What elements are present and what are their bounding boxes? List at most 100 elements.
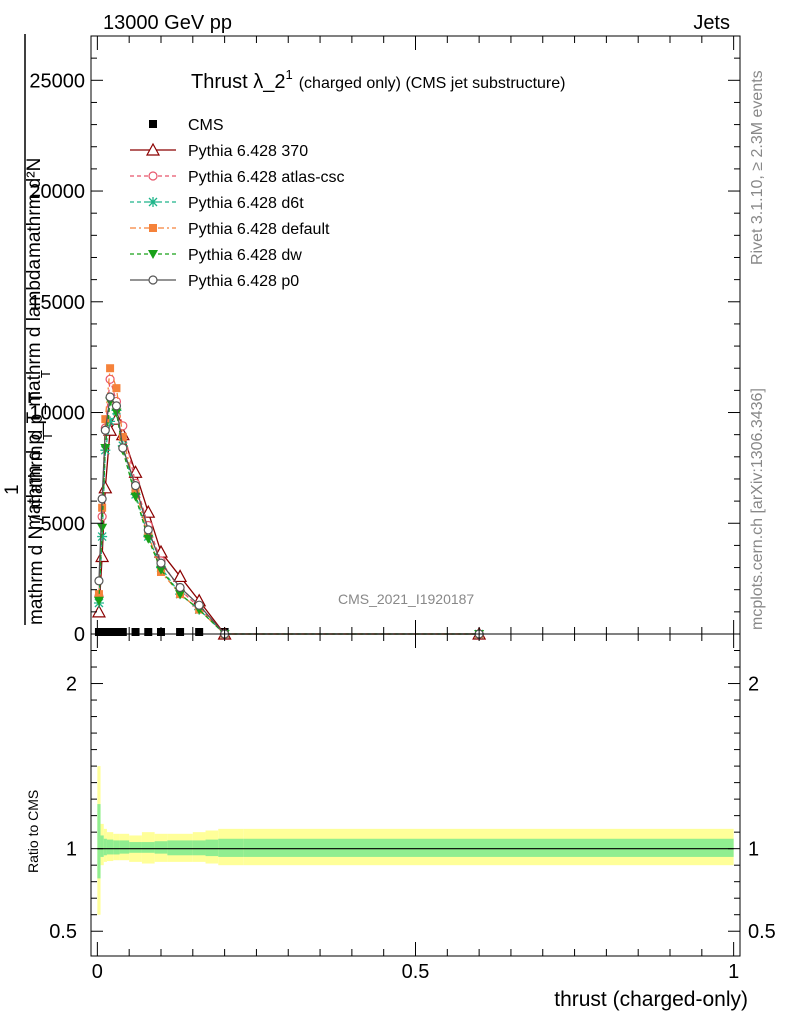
header-left: 13000 GeV pp <box>103 12 232 34</box>
main-ylabel: mathrm d²N mathrm d p_T mathrm d lambda … <box>2 34 55 625</box>
ratio-frame <box>90 633 741 957</box>
data-point <box>130 481 141 491</box>
legend-label: CMS <box>188 117 224 134</box>
ratio-band-green <box>243 838 734 857</box>
legend-label: Pythia 6.428 p0 <box>188 273 299 290</box>
data-point-cms <box>101 628 110 636</box>
ratio-plot-area <box>97 766 734 915</box>
x-tick-label: 0.5 <box>402 961 430 983</box>
ylabel-numerator: mathrm d²N <box>24 158 45 258</box>
ylabel-sub-t: T <box>38 370 53 378</box>
ratio-band-green <box>167 840 193 856</box>
data-point <box>111 408 122 418</box>
ratio-band-green <box>192 840 206 856</box>
mcplots-label: mcplots.cern.ch [arXiv:1306.3436] <box>749 388 766 630</box>
ratio-ytick-label: 1 <box>66 839 77 861</box>
data-point <box>118 432 127 441</box>
ratio-ytick-label-right: 0.5 <box>748 921 776 943</box>
data-point <box>97 494 107 504</box>
main-ytick-label: 10000 <box>29 403 85 425</box>
x-tick-label: 0 <box>92 961 103 983</box>
data-point <box>143 525 153 535</box>
data-point <box>173 569 188 583</box>
legend-marker <box>149 224 157 232</box>
data-point-cms <box>176 628 185 636</box>
ylabel-numerator-2: mathrm d p_T mathrm d lambda <box>24 259 45 530</box>
data-point <box>100 443 111 453</box>
data-point-cms <box>195 628 204 636</box>
ratio-ytick-label: 2 <box>66 674 77 696</box>
legend-marker <box>148 171 158 181</box>
ratio-ylabel: Ratio to CMS <box>25 790 41 873</box>
data-point <box>94 590 103 599</box>
legend: CMS Pythia 6.428 370 Pythia 6.428 atlas-cs… <box>130 117 345 290</box>
data-point <box>93 596 104 606</box>
legend-label: Pythia 6.428 default <box>188 221 330 238</box>
main-ytick-label: 5000 <box>41 513 86 535</box>
main-ytick-label: 20000 <box>29 181 85 203</box>
ratio-band-green <box>103 838 107 856</box>
data-point-cms <box>131 628 140 636</box>
data-point <box>128 465 143 478</box>
main-ytick-label: 15000 <box>29 292 85 314</box>
ratio-y-axis: 0.5 0.5 1 1 2 2 <box>49 650 776 943</box>
data-point <box>111 401 122 411</box>
data-point <box>98 480 113 494</box>
legend-marker <box>148 250 158 259</box>
ratio-band-green <box>218 838 244 857</box>
data-point-cms <box>112 628 121 636</box>
data-point <box>105 392 115 402</box>
chart-title-main: Thrust λ_2 <box>191 71 285 93</box>
data-point <box>175 582 185 593</box>
ratio-ytick-label-right: 1 <box>748 839 759 861</box>
ylabel-denominator: mathrm d N / mathrm d p_T <box>26 391 47 625</box>
ratio-ytick-label: 0.5 <box>49 921 77 943</box>
ratio-band-green <box>119 840 130 854</box>
data-point <box>175 590 186 600</box>
chart-title-sup: 1 <box>285 67 292 82</box>
ratio-x-axis: 0 0.5 1 <box>92 634 739 983</box>
ratio-ytick-label-right: 2 <box>748 674 759 696</box>
ylabel-den-sub-t: T <box>40 432 55 440</box>
ratio-band-green <box>154 841 168 854</box>
watermark: CMS_2021_I1920187 <box>338 591 474 607</box>
ratio-band-green <box>141 842 155 853</box>
ratio-band-green <box>100 835 104 857</box>
data-point <box>95 549 110 563</box>
data-point <box>94 576 104 586</box>
x-axis-label: thrust (charged-only) <box>554 988 748 1011</box>
chart-title-rest: (charged only) (CMS jet substructure) <box>299 75 566 92</box>
main-ytick-label: 0 <box>74 624 85 646</box>
ratio-panel: 0.5 0.5 1 1 2 2 0 0.5 1 Ratio to CMS thrust (ch… <box>25 633 776 1011</box>
legend-marker <box>145 142 161 156</box>
legend-label: Pythia 6.428 dw <box>188 247 302 264</box>
data-point-cms <box>118 628 127 636</box>
data-point <box>97 523 108 533</box>
ratio-band-green <box>129 842 142 853</box>
legend-label: Pythia 6.428 d6t <box>188 195 304 212</box>
main-x-axis-ticks <box>96 36 735 634</box>
ratio-band-green <box>205 839 219 857</box>
legend-marker <box>148 197 158 207</box>
data-point-cms <box>144 628 153 636</box>
data-point <box>156 558 166 568</box>
ylabel-one: 1 <box>2 484 23 495</box>
data-point <box>112 384 121 393</box>
chart-title: Thrust λ_21 (charged only) (CMS jet subst… <box>191 67 565 93</box>
data-point <box>155 565 166 575</box>
data-point <box>118 443 128 453</box>
ratio-band-green <box>106 839 114 855</box>
legend-label: Pythia 6.428 370 <box>188 143 308 160</box>
main-y-axis: 0 5000 10000 15000 20000 25000 <box>29 57 740 646</box>
main-plot-area <box>91 364 487 640</box>
main-ytick-label: 25000 <box>29 70 85 92</box>
legend-label: Pythia 6.428 atlas-csc <box>188 169 345 186</box>
ratio-band-green <box>113 840 120 855</box>
series-0 <box>94 628 229 636</box>
ratio-band-green <box>97 804 101 879</box>
rivet-label: Rivet 3.1.10, ≥ 2.3M events <box>749 70 766 265</box>
legend-marker <box>149 120 157 128</box>
data-point <box>101 415 110 424</box>
